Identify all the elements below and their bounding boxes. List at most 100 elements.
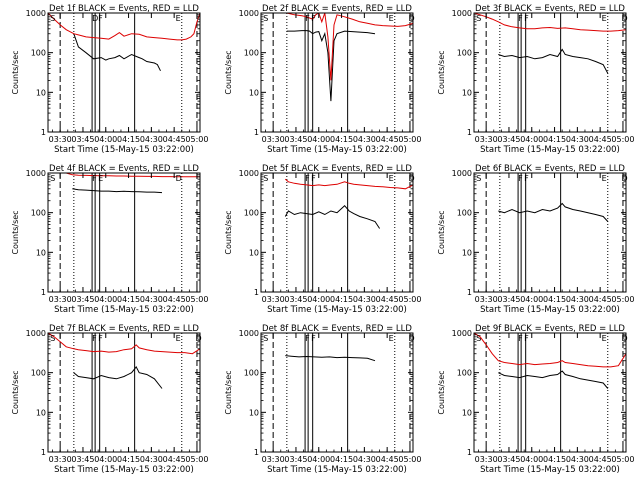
y-tick-label: 10	[36, 88, 46, 97]
x-tick-label: 03:45	[497, 295, 520, 304]
panel-title: Det 3f BLACK = Events, RED = LLD	[475, 4, 625, 14]
y-tick-label: 1	[467, 128, 472, 137]
y-tick-label: 100	[457, 369, 472, 378]
x-tick-label: 03:30	[49, 135, 72, 144]
event-markers	[59, 173, 198, 292]
event-letter: S	[50, 334, 55, 343]
series-line-events	[285, 355, 376, 362]
event-letter: S	[476, 334, 481, 343]
event-letter: D	[408, 334, 414, 343]
event-letter: S	[50, 174, 55, 183]
series-line-lld	[48, 13, 200, 41]
x-tick-label: 04:15	[543, 135, 566, 144]
event-markers	[485, 13, 624, 132]
y-tick-label: 1	[254, 128, 259, 137]
y-tick-label: 1	[254, 288, 259, 297]
x-tick-label: 04:30	[566, 295, 589, 304]
panel-title: Det 1f BLACK = Events, RED = LLD	[49, 4, 199, 14]
event-letter: S	[263, 174, 268, 183]
x-tick-label: 03:30	[262, 455, 285, 464]
x-tick-label: 04:15	[330, 295, 353, 304]
x-tick-label: 05:00	[398, 135, 421, 144]
y-tick-label: 1000	[452, 329, 472, 338]
event-letter: D	[621, 174, 627, 183]
x-tick-label: 04:45	[376, 135, 399, 144]
event-letter: F	[518, 334, 523, 343]
x-tick-label: 04:15	[543, 455, 566, 464]
x-tick-label: 04:45	[163, 135, 186, 144]
event-markers	[272, 173, 411, 292]
event-letter: S	[263, 334, 268, 343]
y-axis-label: Counts/sec	[224, 210, 233, 254]
event-letter: F	[92, 334, 97, 343]
y-tick-label: 1	[41, 448, 46, 457]
event-letter: S	[476, 14, 481, 23]
event-letter: F	[305, 14, 310, 23]
plot-frame	[473, 12, 627, 133]
series-line-lld	[474, 333, 626, 368]
x-tick-label: 04:00	[307, 295, 330, 304]
series-line-events	[498, 370, 609, 389]
event-letter: F	[518, 14, 523, 23]
panel-title: Det 9f BLACK = Events, RED = LLD	[475, 324, 625, 334]
x-tick-label: 04:00	[94, 455, 117, 464]
x-axis-label: Start Time (15-May-15 03:22:00)	[54, 305, 194, 315]
x-tick-label: 03:45	[71, 455, 94, 464]
event-letter: E	[602, 14, 607, 23]
x-tick-label: 03:30	[49, 295, 72, 304]
x-tick-label: 04:15	[330, 455, 353, 464]
event-letter: F	[311, 334, 316, 343]
event-letter: F	[311, 14, 316, 23]
y-tick-label: 1000	[239, 169, 259, 178]
x-tick-label: 03:30	[475, 455, 498, 464]
x-axis-label: Start Time (15-May-15 03:22:00)	[54, 465, 194, 475]
x-tick-label: 05:00	[398, 455, 421, 464]
event-letter: D	[195, 334, 201, 343]
y-tick-label: 1000	[26, 169, 46, 178]
y-tick-label: 10	[249, 408, 259, 417]
event-markers	[485, 173, 624, 292]
x-tick-label: 04:15	[117, 455, 140, 464]
x-tick-label: 05:00	[398, 295, 421, 304]
plot-frame	[260, 12, 414, 133]
x-axis-label: Start Time (15-May-15 03:22:00)	[480, 145, 620, 155]
plot-frame	[260, 172, 414, 293]
x-tick-label: 05:00	[185, 135, 208, 144]
y-tick-label: 100	[31, 49, 46, 58]
x-tick-label: 04:45	[589, 455, 612, 464]
y-axis-label: Counts/sec	[224, 50, 233, 94]
series-line-events	[73, 365, 163, 389]
y-tick-label: 100	[457, 49, 472, 58]
event-letter: F	[92, 174, 97, 183]
x-tick-label: 04:45	[163, 295, 186, 304]
x-tick-label: 04:30	[353, 295, 376, 304]
x-axis-label: Start Time (15-May-15 03:22:00)	[267, 145, 407, 155]
event-letter: E	[389, 14, 394, 23]
panel-title: Det 4f BLACK = Events, RED = LLD	[49, 164, 199, 174]
x-tick-label: 03:30	[475, 295, 498, 304]
x-tick-label: 04:45	[376, 455, 399, 464]
panel-title: Det 5f BLACK = Events, RED = LLD	[262, 164, 412, 174]
x-tick-label: 03:45	[284, 135, 307, 144]
y-axis-label: Counts/sec	[224, 370, 233, 414]
x-axis-label: Start Time (15-May-15 03:22:00)	[267, 465, 407, 475]
x-axis-label: Start Time (15-May-15 03:22:00)	[267, 305, 407, 315]
y-tick-label: 100	[244, 49, 259, 58]
y-tick-label: 100	[244, 209, 259, 218]
x-tick-label: 05:00	[185, 455, 208, 464]
x-axis-label: Start Time (15-May-15 03:22:00)	[480, 465, 620, 475]
panel-title: Det 7f BLACK = Events, RED = LLD	[49, 324, 199, 334]
series-line-lld	[48, 173, 200, 178]
plot-frame	[47, 172, 201, 293]
plot-frame	[260, 332, 414, 453]
plot-frame	[473, 172, 627, 293]
y-axis-label: Counts/sec	[437, 210, 446, 254]
event-markers	[272, 333, 411, 452]
y-tick-label: 10	[462, 248, 472, 257]
y-tick-label: 100	[244, 369, 259, 378]
x-tick-label: 04:00	[94, 295, 117, 304]
y-tick-label: 1000	[26, 9, 46, 18]
